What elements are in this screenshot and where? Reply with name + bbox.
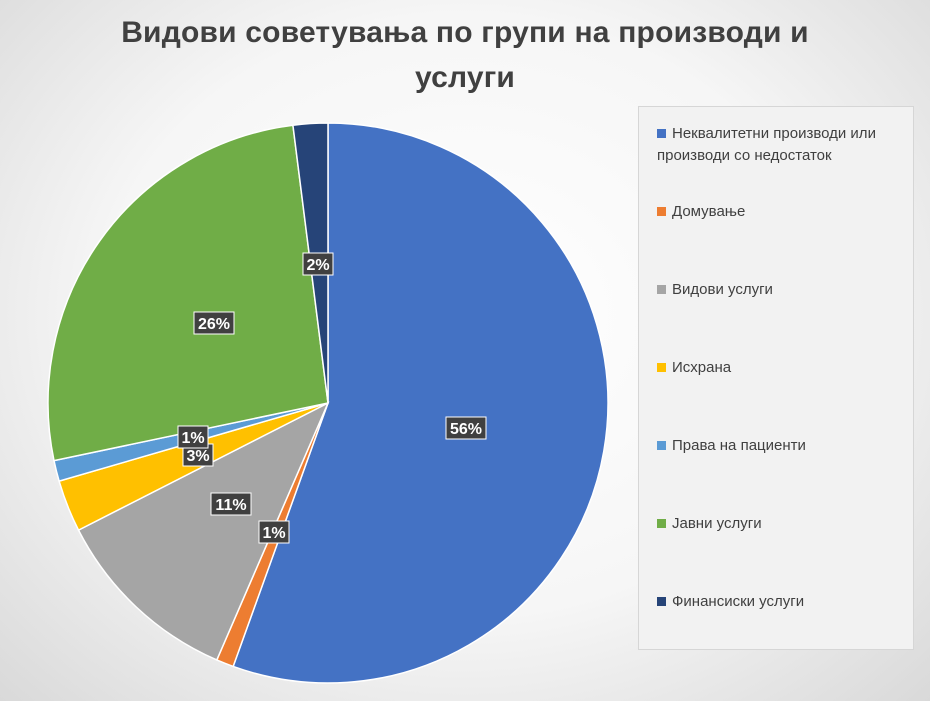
legend-label: Права на пациенти: [672, 437, 806, 454]
legend-item-4: Исхрана: [657, 357, 907, 379]
data-label-2: 1%: [258, 520, 290, 544]
svg-text:2%: 2%: [306, 257, 329, 274]
pie-slices: [47, 122, 609, 684]
legend-label: Финансиски услуги: [672, 593, 805, 610]
legend-swatch: [657, 128, 666, 138]
legend-item-7: Финансиски услуги: [657, 591, 907, 613]
data-label-5: 1%: [177, 425, 209, 449]
data-label-7: 2%: [302, 252, 334, 276]
chart-title-line-2: услуги: [414, 61, 516, 94]
legend-label: Видови услуги: [672, 281, 773, 298]
legend-item-6: Јавни услуги: [657, 513, 907, 535]
legend-swatch: [657, 440, 666, 450]
legend-label: Домување: [672, 203, 746, 220]
legend-item-1: Неквалитетни производи или производи со …: [657, 123, 907, 167]
legend-label: Неквалитетни производи или производи со …: [657, 125, 876, 164]
svg-text:1%: 1%: [262, 525, 285, 542]
svg-text:26%: 26%: [198, 316, 230, 333]
pie-slice-3: [77, 401, 330, 661]
chart-legend: Неквалитетни производи или производи со …: [638, 106, 914, 650]
svg-text:56%: 56%: [450, 421, 482, 438]
legend-swatch: [657, 284, 666, 294]
chart-title-line-1: Видови советувања по групи на производи …: [121, 16, 809, 49]
svg-text:1%: 1%: [181, 430, 204, 447]
legend-label: Јавни услуги: [672, 515, 762, 532]
legend-swatch: [657, 206, 666, 216]
legend-swatch: [657, 596, 666, 606]
legend-label: Исхрана: [672, 359, 732, 376]
svg-text:3%: 3%: [186, 448, 209, 465]
legend-swatch: [657, 362, 666, 372]
legend-item-2: Домување: [657, 201, 907, 223]
pie-slice-6: [47, 124, 329, 462]
legend-swatch: [657, 518, 666, 528]
data-label-4: 3%: [182, 443, 214, 467]
legend-item-3: Видови услуги: [657, 279, 907, 301]
pie-slice-1: [232, 122, 609, 684]
legend-item-5: Права на пациенти: [657, 435, 907, 457]
chart-title: Видови советувања по групи на производи …: [0, 10, 930, 100]
data-label-3: 11%: [210, 492, 252, 516]
pie-data-labels: 56%1%11%3%1%26%2%: [177, 252, 487, 544]
data-label-1: 56%: [445, 416, 487, 440]
data-label-6: 26%: [193, 311, 235, 335]
svg-text:11%: 11%: [215, 497, 246, 514]
